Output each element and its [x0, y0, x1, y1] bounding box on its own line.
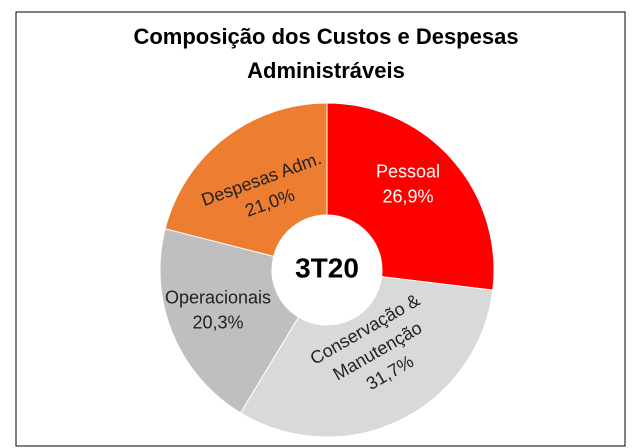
value-label: 26,9%: [382, 186, 433, 206]
value-label: 20,3%: [192, 312, 243, 332]
donut-slice: [164, 102, 328, 258]
center-label: 3T20: [295, 252, 359, 283]
category-label: Pessoal: [376, 161, 440, 181]
chart-title: Administráveis: [247, 58, 405, 83]
donut-slice: [239, 276, 494, 438]
slice-label: Operacionais 20,3%: [165, 287, 271, 332]
chart-title: Composição dos Custos e Despesas: [133, 24, 518, 49]
donut-slice: [326, 102, 495, 291]
donut-slice: [159, 228, 300, 414]
category-label: Operacionais: [165, 287, 271, 307]
slice-label: Pessoal 26,9%: [376, 161, 440, 206]
